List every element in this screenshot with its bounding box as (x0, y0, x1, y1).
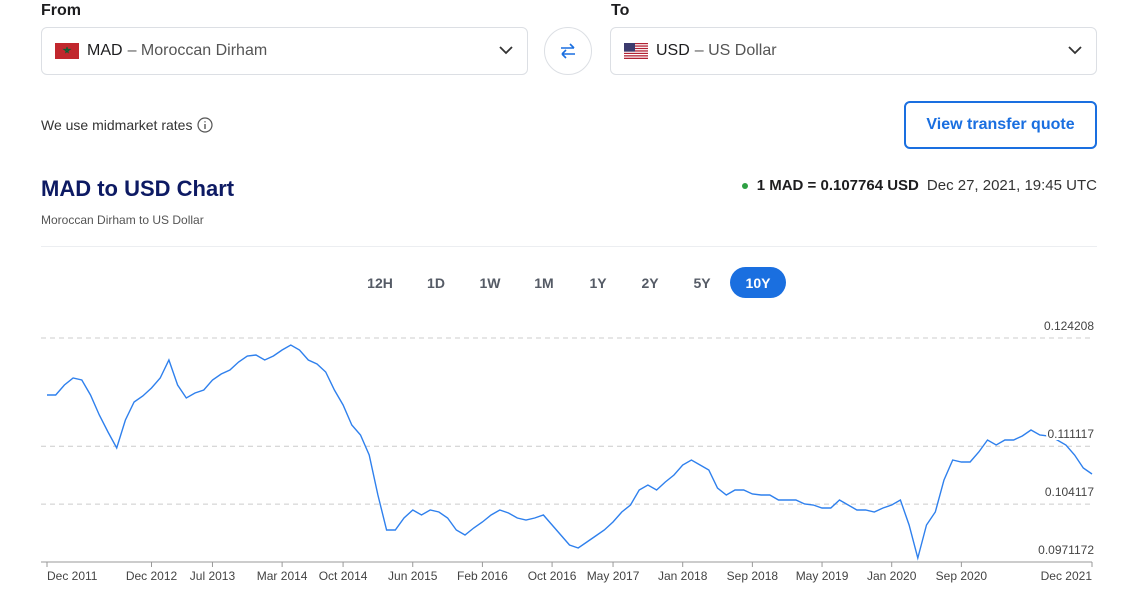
x-tick-label: Jan 2018 (658, 569, 708, 583)
rate: 1 MAD = 0.107764 USD (756, 177, 919, 194)
price-line (47, 344, 1093, 561)
x-tick-label: Feb 2016 (457, 569, 508, 583)
timestamp: Dec 27, 2021, 19:45 UTC (926, 177, 1097, 194)
to-name: – US Dollar (694, 42, 777, 59)
flag-ma (55, 43, 79, 59)
x-tick-label: Oct 2016 (528, 569, 577, 583)
range-button[interactable]: 5Y (693, 274, 711, 291)
info-icon[interactable] (197, 117, 214, 133)
range-button[interactable]: 10Y (730, 267, 786, 298)
x-tick-label: Jul 2013 (190, 569, 236, 583)
range-button[interactable]: 1Y (589, 274, 607, 291)
x-tick-label: Jun 2015 (388, 569, 438, 583)
divider (41, 246, 1097, 247)
chevron (499, 46, 513, 55)
y-tick-label: 0.124208 (1044, 319, 1094, 333)
x-tick-label: Sep 2020 (936, 569, 988, 583)
from-label: From (41, 2, 81, 19)
chart-subtitle: Moroccan Dirham to US Dollar (41, 213, 204, 227)
range-button[interactable]: 1D (427, 274, 445, 291)
range-button[interactable]: 2Y (641, 274, 659, 291)
live-dot (741, 182, 748, 189)
from-select[interactable]: MAD – Moroccan Dirham (41, 27, 528, 75)
x-tick-label: Dec 2012 (126, 569, 178, 583)
to-code: USD (656, 42, 690, 59)
from-code: MAD (87, 42, 123, 59)
x-tick-label: Dec 2011 (47, 569, 98, 583)
to-select[interactable]: USD – US Dollar (610, 27, 1097, 75)
to-label: To (611, 2, 630, 19)
rate-info: 1 MAD = 0.107764 USD Dec 27, 2021, 19:45… (741, 177, 1097, 194)
x-tick-label: May 2017 (587, 569, 640, 583)
x-tick-label: Oct 2014 (319, 569, 368, 583)
x-tick-label: Dec 2021 (1041, 569, 1093, 583)
range-button[interactable]: 1M (534, 274, 554, 291)
y-tick-label: 0.0971172 (1038, 543, 1094, 557)
x-tick-label: May 2019 (796, 569, 849, 583)
chevron (1068, 46, 1082, 55)
y-tick-label: 0.111117 (1048, 427, 1095, 441)
rate-note: We use midmarket rates (41, 117, 214, 133)
note-text: We use midmarket rates (41, 117, 193, 133)
x-tick-label: Jan 2020 (867, 569, 917, 583)
chart-title: MAD to USD Chart (41, 176, 235, 201)
x-tick-label: Sep 2018 (727, 569, 779, 583)
chart: 0.0971172 0.104117 0.111117 0.124208 Dec 201… (41, 317, 1096, 583)
quote-button[interactable]: View transfer quote (904, 101, 1097, 149)
swap-button[interactable] (544, 27, 592, 75)
range-button[interactable]: 12H (367, 274, 393, 291)
from-name: – Moroccan Dirham (127, 42, 268, 59)
swap-icon (561, 43, 575, 59)
range-button[interactable]: 1W (479, 274, 501, 291)
flag-us (624, 43, 648, 59)
y-tick-label: 0.104117 (1045, 485, 1094, 499)
x-tick-label: Mar 2014 (257, 569, 308, 583)
